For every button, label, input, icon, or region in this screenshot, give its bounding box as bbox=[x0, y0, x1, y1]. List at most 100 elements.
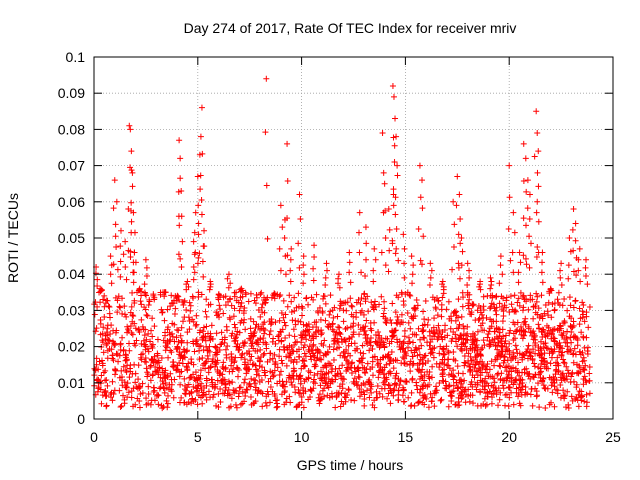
data-point bbox=[143, 264, 150, 271]
data-point bbox=[129, 183, 136, 190]
data-point bbox=[393, 370, 400, 377]
data-point bbox=[351, 375, 358, 382]
data-point bbox=[389, 240, 396, 247]
data-point bbox=[551, 346, 558, 353]
data-point bbox=[559, 371, 566, 378]
data-point bbox=[531, 360, 538, 367]
data-point bbox=[156, 364, 163, 371]
data-point bbox=[357, 300, 364, 307]
data-point bbox=[214, 357, 221, 364]
data-point bbox=[301, 342, 308, 349]
data-point bbox=[195, 293, 202, 300]
data-point bbox=[467, 381, 474, 388]
data-point bbox=[431, 403, 438, 410]
data-point bbox=[290, 365, 297, 372]
data-point bbox=[363, 256, 370, 263]
data-point bbox=[564, 388, 571, 395]
data-point bbox=[578, 329, 585, 336]
data-point bbox=[547, 327, 554, 334]
data-point bbox=[185, 381, 192, 388]
data-point bbox=[395, 375, 402, 382]
data-point bbox=[534, 198, 541, 205]
data-point bbox=[362, 224, 369, 231]
data-point bbox=[417, 336, 424, 343]
data-point bbox=[270, 335, 277, 342]
data-point bbox=[356, 374, 363, 381]
data-point bbox=[194, 401, 201, 408]
data-point bbox=[139, 390, 146, 397]
data-point bbox=[154, 336, 161, 343]
data-point bbox=[282, 271, 289, 278]
x-tick-label: 10 bbox=[294, 429, 310, 445]
data-point bbox=[322, 274, 329, 281]
data-point bbox=[450, 244, 457, 251]
y-tick-label: 0.08 bbox=[58, 121, 85, 137]
data-point bbox=[417, 257, 424, 264]
data-point bbox=[212, 361, 219, 368]
data-point bbox=[151, 323, 158, 330]
data-point bbox=[487, 305, 494, 312]
data-point bbox=[119, 310, 126, 317]
data-point bbox=[348, 302, 355, 309]
data-point bbox=[196, 356, 203, 363]
data-point bbox=[407, 368, 414, 375]
data-point bbox=[295, 240, 302, 247]
y-tick-label: 0.01 bbox=[58, 375, 85, 391]
data-point bbox=[583, 256, 590, 263]
data-point bbox=[201, 227, 208, 234]
data-point bbox=[181, 297, 188, 304]
data-point bbox=[318, 356, 325, 363]
data-point bbox=[504, 374, 511, 381]
data-point bbox=[522, 155, 529, 162]
data-point bbox=[512, 342, 519, 349]
data-point bbox=[251, 376, 258, 383]
data-point bbox=[366, 394, 373, 401]
data-point bbox=[213, 330, 220, 337]
data-point bbox=[513, 346, 520, 353]
data-point bbox=[476, 315, 483, 322]
data-point bbox=[377, 342, 384, 349]
data-point bbox=[456, 275, 463, 282]
data-point bbox=[110, 205, 117, 212]
data-point bbox=[176, 137, 183, 144]
data-point bbox=[380, 371, 387, 378]
data-point bbox=[497, 363, 504, 370]
data-point bbox=[500, 307, 507, 314]
data-point bbox=[401, 274, 408, 281]
data-point bbox=[272, 397, 279, 404]
data-point bbox=[112, 221, 119, 228]
data-point bbox=[175, 327, 182, 334]
data-point bbox=[480, 314, 487, 321]
data-point bbox=[395, 396, 402, 403]
data-point bbox=[433, 360, 440, 367]
data-point bbox=[203, 296, 210, 303]
data-point bbox=[332, 365, 339, 372]
data-point bbox=[516, 249, 523, 256]
data-point bbox=[391, 142, 398, 149]
data-point bbox=[455, 325, 462, 332]
data-point bbox=[286, 342, 293, 349]
data-point bbox=[534, 169, 541, 176]
data-point bbox=[197, 133, 204, 140]
data-point bbox=[486, 366, 493, 373]
data-point bbox=[221, 339, 228, 346]
data-point bbox=[295, 389, 302, 396]
data-point bbox=[417, 369, 424, 376]
data-point bbox=[425, 357, 432, 364]
x-tick-label: 15 bbox=[398, 429, 414, 445]
data-point bbox=[329, 307, 336, 314]
data-point bbox=[533, 298, 540, 305]
data-point bbox=[169, 363, 176, 370]
data-point bbox=[267, 368, 274, 375]
data-point bbox=[421, 401, 428, 408]
data-point bbox=[371, 298, 378, 305]
data-point bbox=[392, 211, 399, 218]
data-point bbox=[164, 400, 171, 407]
data-point bbox=[296, 264, 303, 271]
data-point bbox=[103, 392, 110, 399]
data-point bbox=[541, 361, 548, 368]
data-point bbox=[287, 267, 294, 274]
data-point bbox=[388, 338, 395, 345]
data-point bbox=[316, 356, 323, 363]
